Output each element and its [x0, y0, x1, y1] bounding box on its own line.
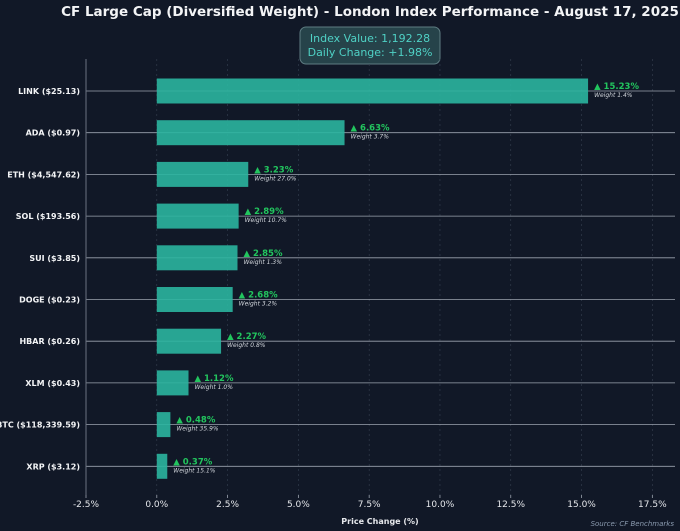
x-axis-label: Price Change (%) — [341, 517, 418, 526]
data-label: ▲ 6.63% — [351, 124, 390, 134]
data-label: ▲ 2.89% — [245, 207, 284, 217]
weight-label: Weight 27.0% — [254, 175, 297, 182]
weight-label: Weight 15.1% — [173, 467, 216, 474]
x-tick-label: 12.5% — [496, 500, 525, 510]
y-tick-label: LINK ($25.13) — [18, 87, 80, 96]
weight-label: Weight 3.2% — [239, 301, 278, 308]
bar — [156, 161, 249, 187]
y-tick-label: XRP ($3.12) — [26, 462, 80, 471]
data-label: ▲ 2.27% — [227, 332, 266, 342]
data-label: ▲ 2.68% — [239, 291, 278, 301]
annotation-daily-change: Daily Change: +1.98% — [308, 46, 433, 59]
x-tick-label: 2.5% — [216, 500, 239, 510]
y-tick-label: ETH ($4,547.62) — [7, 170, 80, 179]
bar — [156, 412, 171, 438]
source-note: Source: CF Benchmarks — [591, 520, 675, 528]
x-tick-label: 10.0% — [426, 500, 455, 510]
y-tick-label: BTC ($118,339.59) — [0, 421, 80, 430]
bar — [156, 328, 222, 354]
weight-label: Weight 10.7% — [245, 217, 288, 224]
weight-label: Weight 1.3% — [243, 259, 282, 266]
y-tick-label: SOL ($193.56) — [16, 212, 80, 221]
x-tick-label: 17.5% — [638, 500, 667, 510]
data-label: ▲ 0.37% — [173, 457, 212, 467]
data-label: ▲ 3.23% — [254, 165, 293, 175]
bars — [156, 78, 589, 479]
data-label: ▲ 15.23% — [594, 82, 639, 92]
x-tick-label: 0.0% — [145, 500, 168, 510]
weight-label: Weight 1.4% — [594, 92, 633, 99]
y-tick-label: DOGE ($0.23) — [19, 296, 80, 305]
bar — [156, 453, 168, 479]
bar — [156, 245, 238, 271]
weight-label: Weight 3.7% — [351, 134, 390, 141]
y-tick-label: XLM ($0.43) — [25, 379, 80, 388]
y-axis-labels: LINK ($25.13) ADA ($0.97) ETH ($4,547.62) S… — [0, 87, 80, 471]
category-lines — [86, 90, 675, 467]
x-axis-ticks: -2.5% 0.0% 2.5% 5.0% 7.5% 10.0% 12.5% 15.0% 17.5… — [73, 495, 667, 510]
bar — [156, 287, 233, 312]
weight-label: Weight 0.8% — [227, 342, 266, 349]
bar — [156, 120, 345, 146]
bar — [156, 203, 239, 229]
weight-label: Weight 35.9% — [176, 426, 219, 433]
bar — [156, 78, 589, 104]
value-labels: ▲ 15.23%Weight 1.4% ▲ 6.63%Weight 3.7% ▲ 3… — [173, 82, 639, 474]
x-tick-label: -2.5% — [73, 500, 100, 510]
annotation-box: Index Value: 1,192.28 Daily Change: +1.9… — [299, 26, 441, 65]
x-tick-label: 15.0% — [567, 500, 596, 510]
data-label: ▲ 2.85% — [243, 249, 282, 259]
y-tick-label: ADA ($0.97) — [26, 129, 80, 138]
x-tick-label: 7.5% — [358, 500, 381, 510]
weight-label: Weight 1.0% — [195, 384, 234, 391]
y-tick-label: SUI ($3.85) — [29, 254, 80, 263]
y-tick-label: HBAR ($0.26) — [19, 337, 80, 346]
data-label: ▲ 0.48% — [176, 416, 215, 426]
x-tick-label: 5.0% — [287, 500, 310, 510]
bar — [156, 370, 189, 396]
data-label: ▲ 1.12% — [195, 374, 234, 384]
annotation-index-value: Index Value: 1,192.28 — [310, 32, 430, 45]
chart-title: CF Large Cap (Diversified Weight) - Lond… — [61, 4, 679, 20]
